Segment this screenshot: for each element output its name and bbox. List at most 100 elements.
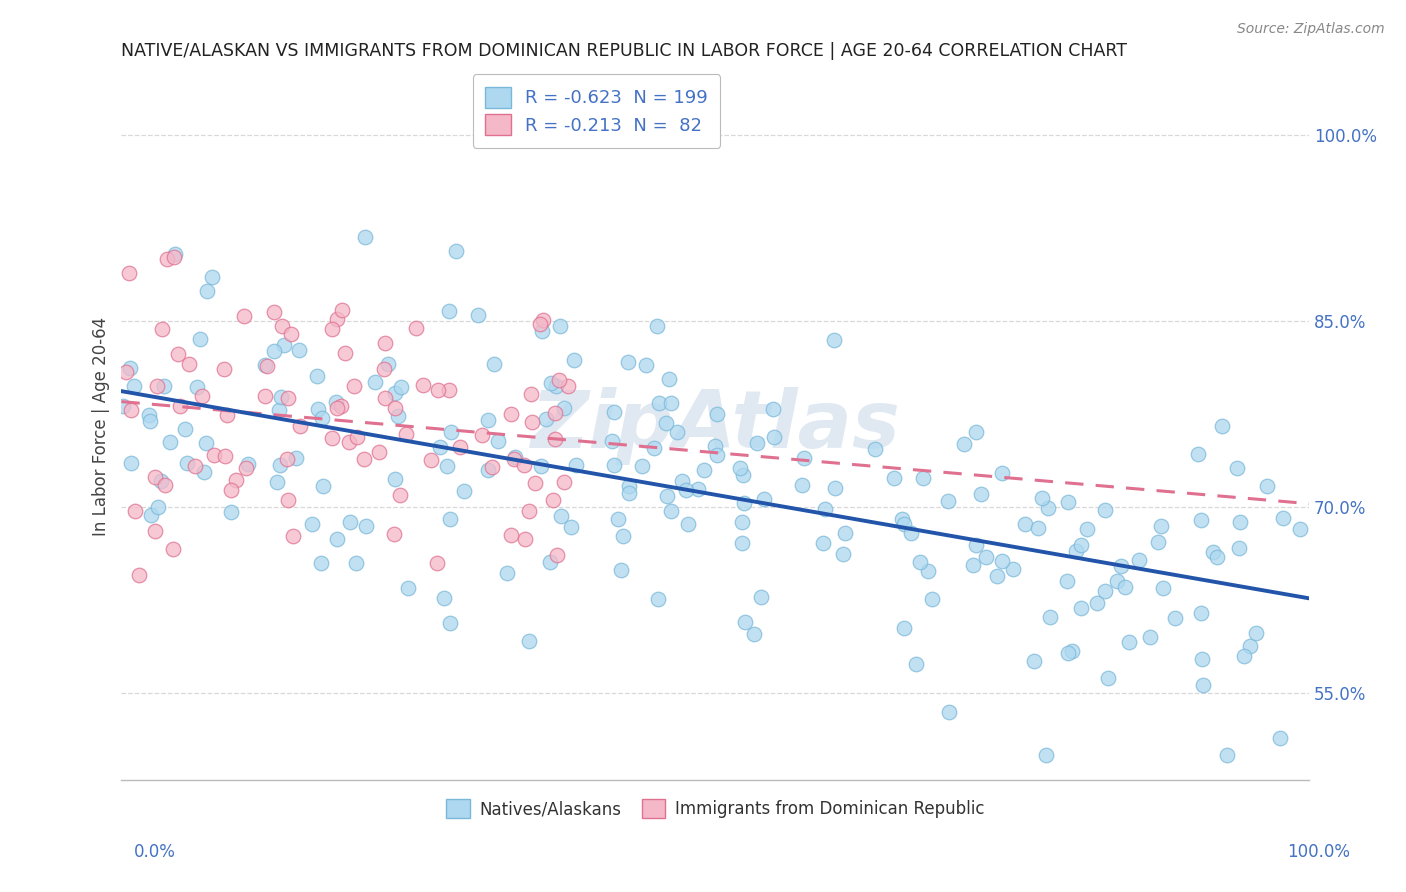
Point: [467, 309, 489, 323]
Point: [156, 252, 179, 266]
Text: Source: ZipAtlas.com: Source: ZipAtlas.com: [1237, 22, 1385, 37]
Point: [534, 412, 557, 426]
Point: [546, 548, 568, 562]
Point: [321, 431, 343, 445]
Point: [307, 401, 329, 416]
Point: [225, 473, 247, 487]
Point: [557, 379, 579, 393]
Point: [1271, 511, 1294, 525]
Point: [731, 468, 754, 483]
Point: [177, 357, 200, 371]
Point: [120, 403, 142, 417]
Point: [1056, 494, 1078, 508]
Point: [263, 304, 285, 318]
Point: [917, 564, 939, 578]
Point: [811, 535, 834, 549]
Point: [991, 554, 1014, 568]
Y-axis label: In Labor Force | Age 20-64: In Labor Force | Age 20-64: [93, 317, 110, 536]
Point: [1189, 607, 1212, 621]
Point: [495, 566, 517, 581]
Point: [962, 558, 984, 573]
Point: [1070, 538, 1092, 552]
Point: [195, 435, 218, 450]
Point: [1226, 460, 1249, 475]
Point: [326, 532, 349, 546]
Point: [1164, 611, 1187, 625]
Point: [146, 500, 169, 514]
Point: [420, 452, 443, 467]
Point: [921, 592, 943, 607]
Point: [501, 407, 523, 421]
Point: [115, 365, 138, 379]
Point: [253, 358, 276, 372]
Point: [814, 501, 837, 516]
Point: [193, 465, 215, 479]
Point: [266, 475, 288, 489]
Point: [486, 434, 509, 448]
Point: [749, 591, 772, 605]
Point: [1239, 639, 1261, 653]
Point: [288, 343, 311, 357]
Point: [531, 313, 554, 327]
Point: [728, 461, 751, 475]
Point: [212, 362, 235, 376]
Point: [281, 529, 304, 543]
Point: [863, 442, 886, 457]
Point: [1152, 582, 1174, 596]
Point: [439, 616, 461, 631]
Point: [883, 471, 905, 485]
Point: [823, 333, 845, 347]
Point: [1211, 419, 1233, 434]
Point: [790, 478, 813, 492]
Point: [256, 359, 278, 373]
Point: [665, 425, 688, 439]
Point: [1256, 479, 1278, 493]
Text: NATIVE/ALASKAN VS IMMIGRANTS FROM DOMINICAN REPUBLIC IN LABOR FORCE | AGE 20-64 : NATIVE/ALASKAN VS IMMIGRANTS FROM DOMINI…: [121, 42, 1128, 60]
Point: [953, 436, 976, 450]
Point: [619, 479, 641, 493]
Point: [540, 376, 562, 390]
Point: [499, 528, 522, 542]
Point: [184, 458, 207, 473]
Point: [609, 563, 631, 577]
Point: [176, 457, 198, 471]
Point: [1094, 583, 1116, 598]
Point: [553, 401, 575, 415]
Point: [429, 440, 451, 454]
Point: [238, 458, 260, 472]
Point: [253, 389, 276, 403]
Point: [312, 479, 335, 493]
Point: [706, 448, 728, 462]
Point: [374, 391, 396, 405]
Point: [412, 377, 434, 392]
Point: [693, 462, 716, 476]
Point: [612, 529, 634, 543]
Point: [321, 322, 343, 336]
Point: [1001, 562, 1024, 576]
Point: [706, 407, 728, 421]
Point: [263, 344, 285, 359]
Point: [1187, 447, 1209, 461]
Point: [384, 386, 406, 401]
Point: [538, 555, 561, 569]
Point: [659, 504, 682, 518]
Point: [1118, 634, 1140, 648]
Point: [138, 408, 160, 422]
Point: [118, 361, 141, 376]
Point: [152, 379, 174, 393]
Point: [285, 451, 308, 466]
Point: [163, 247, 186, 261]
Point: [311, 556, 333, 570]
Point: [139, 508, 162, 522]
Point: [276, 452, 298, 467]
Point: [634, 358, 657, 372]
Point: [155, 477, 177, 491]
Point: [502, 452, 524, 467]
Point: [547, 373, 569, 387]
Point: [1114, 580, 1136, 594]
Point: [396, 581, 419, 595]
Point: [564, 458, 586, 473]
Point: [143, 524, 166, 538]
Point: [364, 375, 387, 389]
Point: [339, 515, 361, 529]
